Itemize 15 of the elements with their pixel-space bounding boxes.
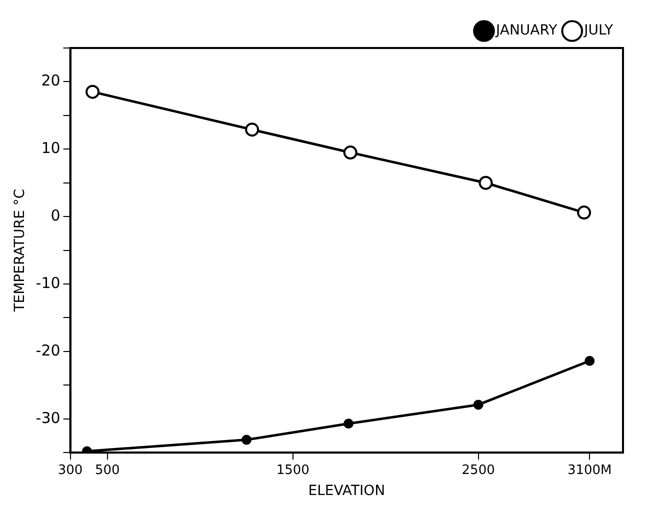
x-tick-label: 500 — [94, 462, 120, 478]
legend-label: JULY — [583, 22, 614, 39]
legend-label: JANUARY — [494, 22, 558, 39]
x-axis-title: ELEVATION — [308, 483, 386, 500]
y-tick-label: 20 — [41, 72, 60, 90]
x-tick-label: 300 — [58, 462, 83, 478]
x-tick-label: 3100M — [567, 462, 612, 478]
y-axis-title: TEMPERATURE °C — [12, 188, 28, 313]
x-tick-label: 1500 — [276, 462, 310, 478]
y-tick-label: -30 — [36, 408, 60, 427]
x-tick-label: 2500 — [462, 462, 495, 478]
y-tick-label: 0 — [50, 206, 60, 224]
y-tick-label: -20 — [36, 341, 60, 360]
y-tick-label: -10 — [36, 274, 60, 292]
y-tick-label: 10 — [41, 139, 60, 158]
